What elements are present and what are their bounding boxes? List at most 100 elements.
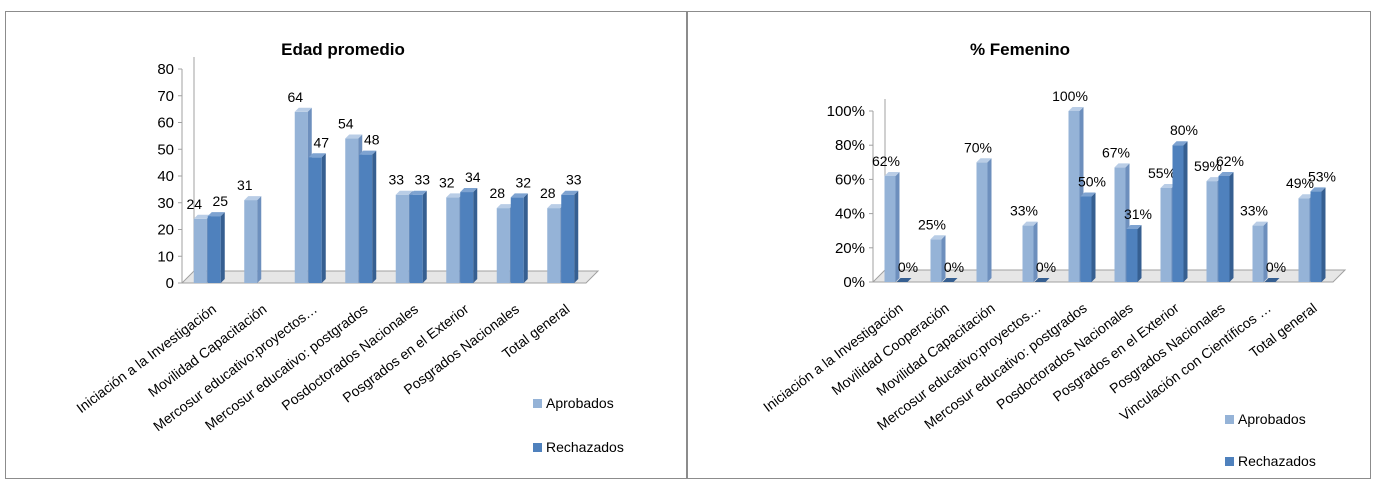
data-label: 25 <box>212 193 228 209</box>
data-label: 33 <box>414 172 430 188</box>
bar-side <box>574 190 579 283</box>
bar-aprobados-movilidad-cooperacion <box>930 235 946 282</box>
bar-top <box>244 196 262 201</box>
bar-front <box>207 216 221 283</box>
chart-porcentaje-femenino-svg: % Femenino 0%20%40%60%80%100%62%0%Inicia… <box>760 40 1347 469</box>
bar-rechazados-posdoctorados-nacionales <box>409 190 427 283</box>
data-label: 33% <box>1010 203 1038 219</box>
legend-label-aprobados: Aprobados <box>546 395 614 411</box>
legend-label-aprobados: Aprobados <box>1238 411 1306 427</box>
data-label: 49% <box>1286 175 1314 191</box>
bar-rechazados-mercosur-educativo-postgrados <box>359 150 377 283</box>
data-label: 0% <box>1036 259 1056 275</box>
bar-rechazados-iniciacion-a-la-investigacion <box>207 212 225 283</box>
bar-rechazados-posdoctorados-nacionales <box>1126 224 1142 282</box>
data-label: 47 <box>313 134 329 150</box>
data-label: 62% <box>1216 153 1244 169</box>
bar-top <box>409 190 427 195</box>
data-label: 80% <box>1170 122 1198 138</box>
bar-front <box>1160 187 1172 282</box>
legend-swatch-rechazados <box>533 443 542 452</box>
bar-rechazados-vinculacion-con-cientificos <box>1264 278 1280 282</box>
data-label: 31 <box>237 177 253 193</box>
bar-top <box>547 204 565 209</box>
y-tick-label: 40 <box>157 168 174 185</box>
bar-top <box>1080 192 1096 197</box>
bar-front <box>510 197 524 283</box>
bar-front <box>1080 196 1092 282</box>
data-label: 0% <box>1266 259 1286 275</box>
bar-side <box>422 190 427 283</box>
bar-top <box>446 193 464 198</box>
data-label: 28 <box>489 185 505 201</box>
bar-rechazados-mercosur-educativo-postgrados <box>1080 192 1096 282</box>
bar-front <box>1206 181 1218 282</box>
bar-side <box>372 150 377 283</box>
bar-front <box>976 162 988 282</box>
bar-side <box>257 196 262 283</box>
bar-rechazados-total-general <box>561 190 579 283</box>
bar-front <box>409 194 423 283</box>
bar-top <box>345 134 363 139</box>
y-tick-label: 60 <box>157 115 174 132</box>
bar-top <box>1310 187 1326 192</box>
chart-edad-promedio: Edad promedio 0 10 20 30 40 50 60 70 80 24 25 Inici… <box>5 11 687 479</box>
bar-side <box>523 193 528 283</box>
bar-rechazados-mercosur-educativo-proyectos <box>1034 278 1050 282</box>
bar-front <box>395 194 409 283</box>
data-label: 33 <box>566 172 582 188</box>
bar-side <box>987 158 992 282</box>
y-tick-label: 30 <box>157 195 174 212</box>
bar-side <box>895 171 900 282</box>
y-tick-label: 80% <box>835 137 865 154</box>
bar-front <box>496 208 510 283</box>
bar-top <box>561 190 579 195</box>
bar-front <box>930 239 942 282</box>
bar-rechazados-mercosur-educativo-proyectos <box>308 153 326 283</box>
data-label: 31% <box>1124 206 1152 222</box>
legend: Aprobados Rechazados <box>1225 411 1316 469</box>
y-tick-label: 80 <box>157 61 174 78</box>
bar-front <box>1126 228 1138 282</box>
data-label: 28 <box>540 185 556 201</box>
bar-top <box>496 204 514 209</box>
plot-area: 0%20%40%60%80%100%62%0%Iniciación a la I… <box>760 88 1347 433</box>
bar-front <box>1114 167 1126 282</box>
bar-top <box>1298 194 1314 199</box>
bar-front <box>1310 191 1322 282</box>
bar-top <box>1126 224 1142 229</box>
bar-top <box>510 193 528 198</box>
bar-top <box>884 171 900 176</box>
bar-side <box>321 153 326 283</box>
bar-side <box>220 212 225 283</box>
bar-rechazados-movilidad-cooperacion <box>942 278 958 282</box>
bar-top <box>896 278 912 282</box>
bar-front <box>446 197 460 283</box>
bar-front <box>359 154 373 283</box>
bar-top <box>1068 107 1084 111</box>
bar-side <box>1229 171 1234 282</box>
bar-front <box>1022 225 1034 282</box>
bar-top <box>1206 177 1222 182</box>
bar-side <box>941 235 946 282</box>
bar-side <box>1033 221 1038 282</box>
bar-top <box>976 158 992 163</box>
data-label: 0% <box>898 259 918 275</box>
bar-rechazados-posgrados-en-el-exterior <box>460 188 478 283</box>
bar-front <box>1298 198 1310 282</box>
bar-top <box>1160 183 1176 188</box>
bar-front <box>308 157 322 283</box>
y-tick-label: 50 <box>157 141 174 158</box>
bar-front <box>244 200 258 283</box>
bar-rechazados-posgrados-nacionales <box>510 193 528 283</box>
bar-side <box>1263 221 1268 282</box>
chart-title: Edad promedio <box>281 40 405 59</box>
bar-side <box>1321 187 1326 282</box>
legend-label-rechazados: Rechazados <box>546 439 624 455</box>
chart-title: % Femenino <box>970 40 1070 59</box>
bar-top <box>395 190 413 195</box>
data-label: 62% <box>872 153 900 169</box>
bar-top <box>193 214 211 219</box>
bar-front <box>345 138 359 283</box>
